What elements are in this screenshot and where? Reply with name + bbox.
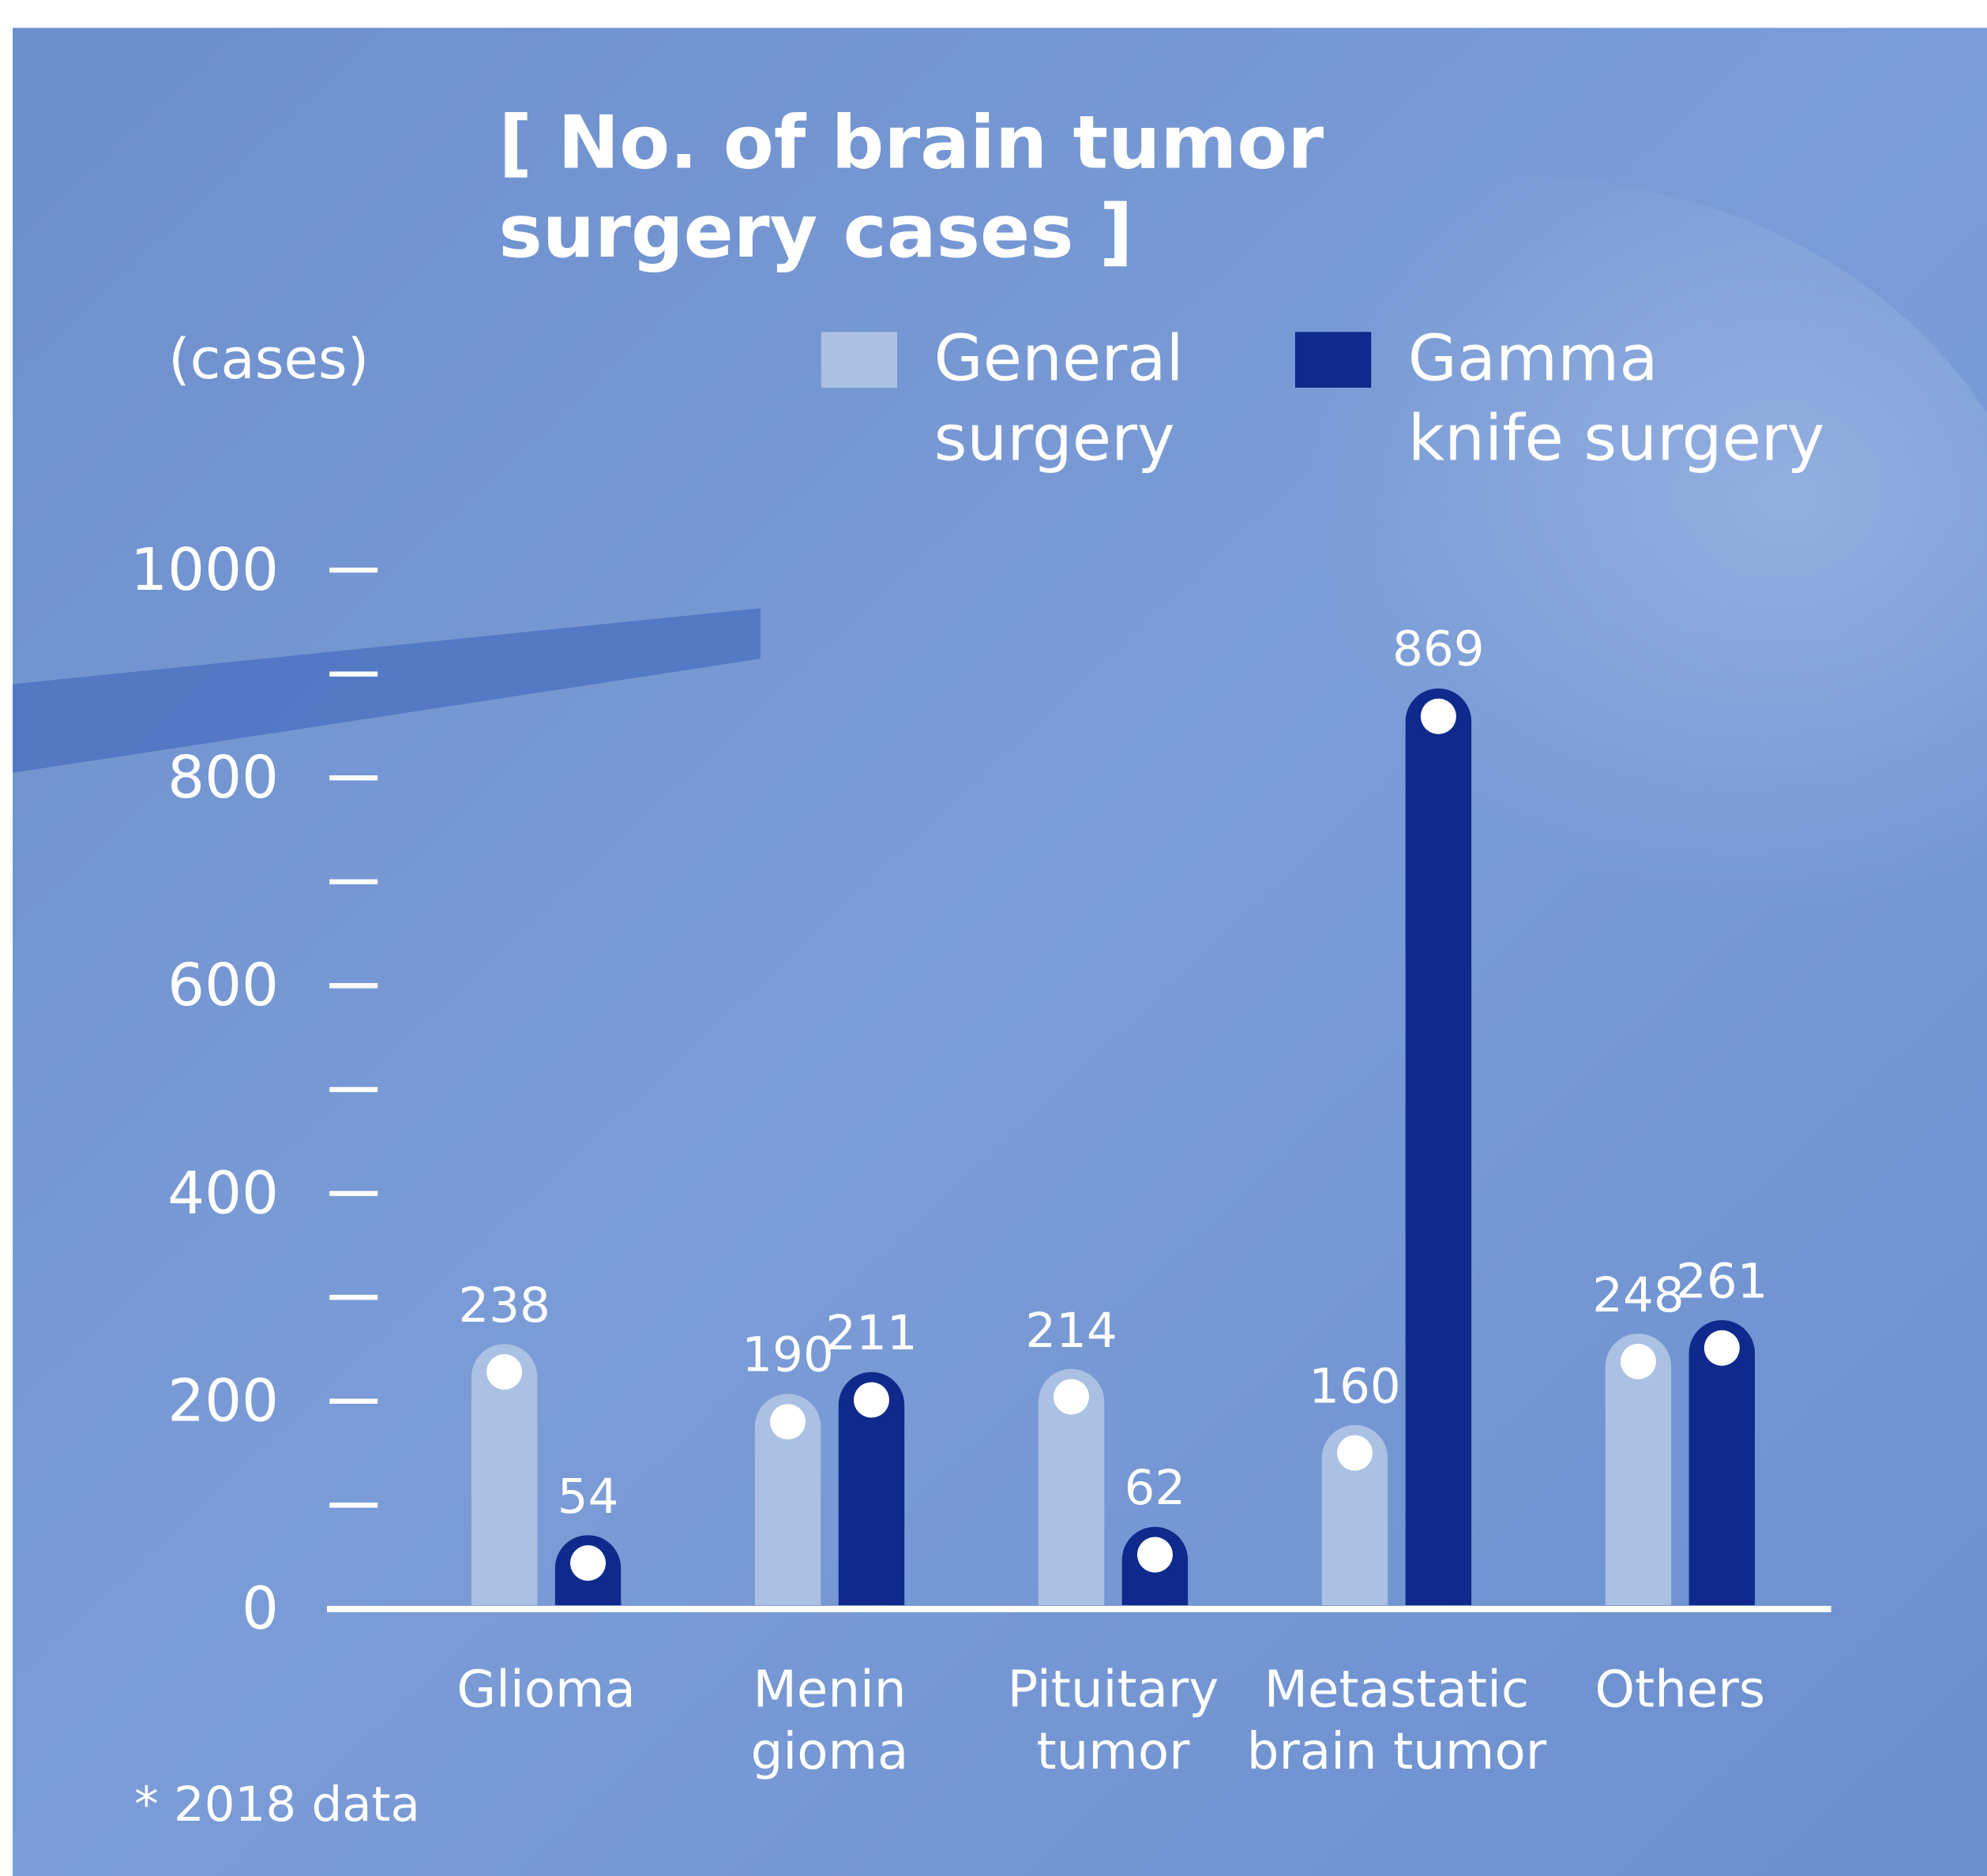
bar <box>1405 688 1472 1606</box>
bar-marker <box>1054 1379 1089 1415</box>
x-tick-label: Metastatic brain tumor <box>1246 1660 1547 1781</box>
bar <box>1321 1424 1388 1606</box>
bar <box>754 1394 821 1606</box>
data-label: 62 <box>1124 1460 1186 1516</box>
data-label: 238 <box>458 1277 550 1334</box>
y-tick-label: 200 <box>167 1366 280 1435</box>
bar <box>1605 1334 1672 1606</box>
bar <box>1038 1368 1105 1606</box>
bar <box>1688 1319 1756 1606</box>
y-tick-label: 0 <box>242 1574 280 1643</box>
legend-swatch <box>1294 332 1372 388</box>
bar-marker <box>570 1545 606 1581</box>
x-tick-label: Glioma <box>456 1660 636 1720</box>
x-tick-label: Pituitary tumor <box>1007 1660 1219 1781</box>
bar <box>471 1344 538 1606</box>
data-label: 261 <box>1676 1253 1768 1309</box>
legend-label: Gamma knife surgery <box>1407 321 1825 475</box>
data-label: 214 <box>1025 1302 1117 1358</box>
y-tick-label: 1000 <box>130 535 280 604</box>
y-tick-label: 400 <box>167 1158 280 1227</box>
legend-label: General surgery <box>933 321 1184 475</box>
x-tick-label: Others <box>1594 1660 1766 1720</box>
y-tick-label: 600 <box>167 951 280 1019</box>
bar-marker <box>1620 1343 1656 1379</box>
bar-marker <box>1337 1435 1373 1471</box>
y-tick-label: 800 <box>167 742 280 812</box>
legend-swatch <box>821 332 898 388</box>
data-label: 869 <box>1392 621 1485 677</box>
data-label: 54 <box>557 1468 619 1525</box>
y-axis-label: (cases) <box>168 327 370 392</box>
bar-marker <box>486 1354 523 1390</box>
bar-marker <box>1136 1536 1173 1573</box>
bar <box>838 1371 905 1606</box>
x-tick-label: Menin gioma <box>750 1660 909 1781</box>
bar-marker <box>1703 1330 1740 1366</box>
bar-marker <box>1420 698 1456 734</box>
chart-title: [ No. of brain tumor surgery cases ] <box>498 99 1324 274</box>
data-label: 211 <box>825 1305 918 1361</box>
bar-marker <box>854 1382 889 1418</box>
data-label: 190 <box>742 1326 834 1383</box>
bar-marker <box>770 1404 806 1440</box>
data-label: 160 <box>1309 1358 1401 1414</box>
footnote: * 2018 data <box>134 1776 420 1833</box>
data-label: 248 <box>1592 1266 1685 1323</box>
background-stripe <box>13 608 761 773</box>
background-glow <box>988 177 1987 1090</box>
